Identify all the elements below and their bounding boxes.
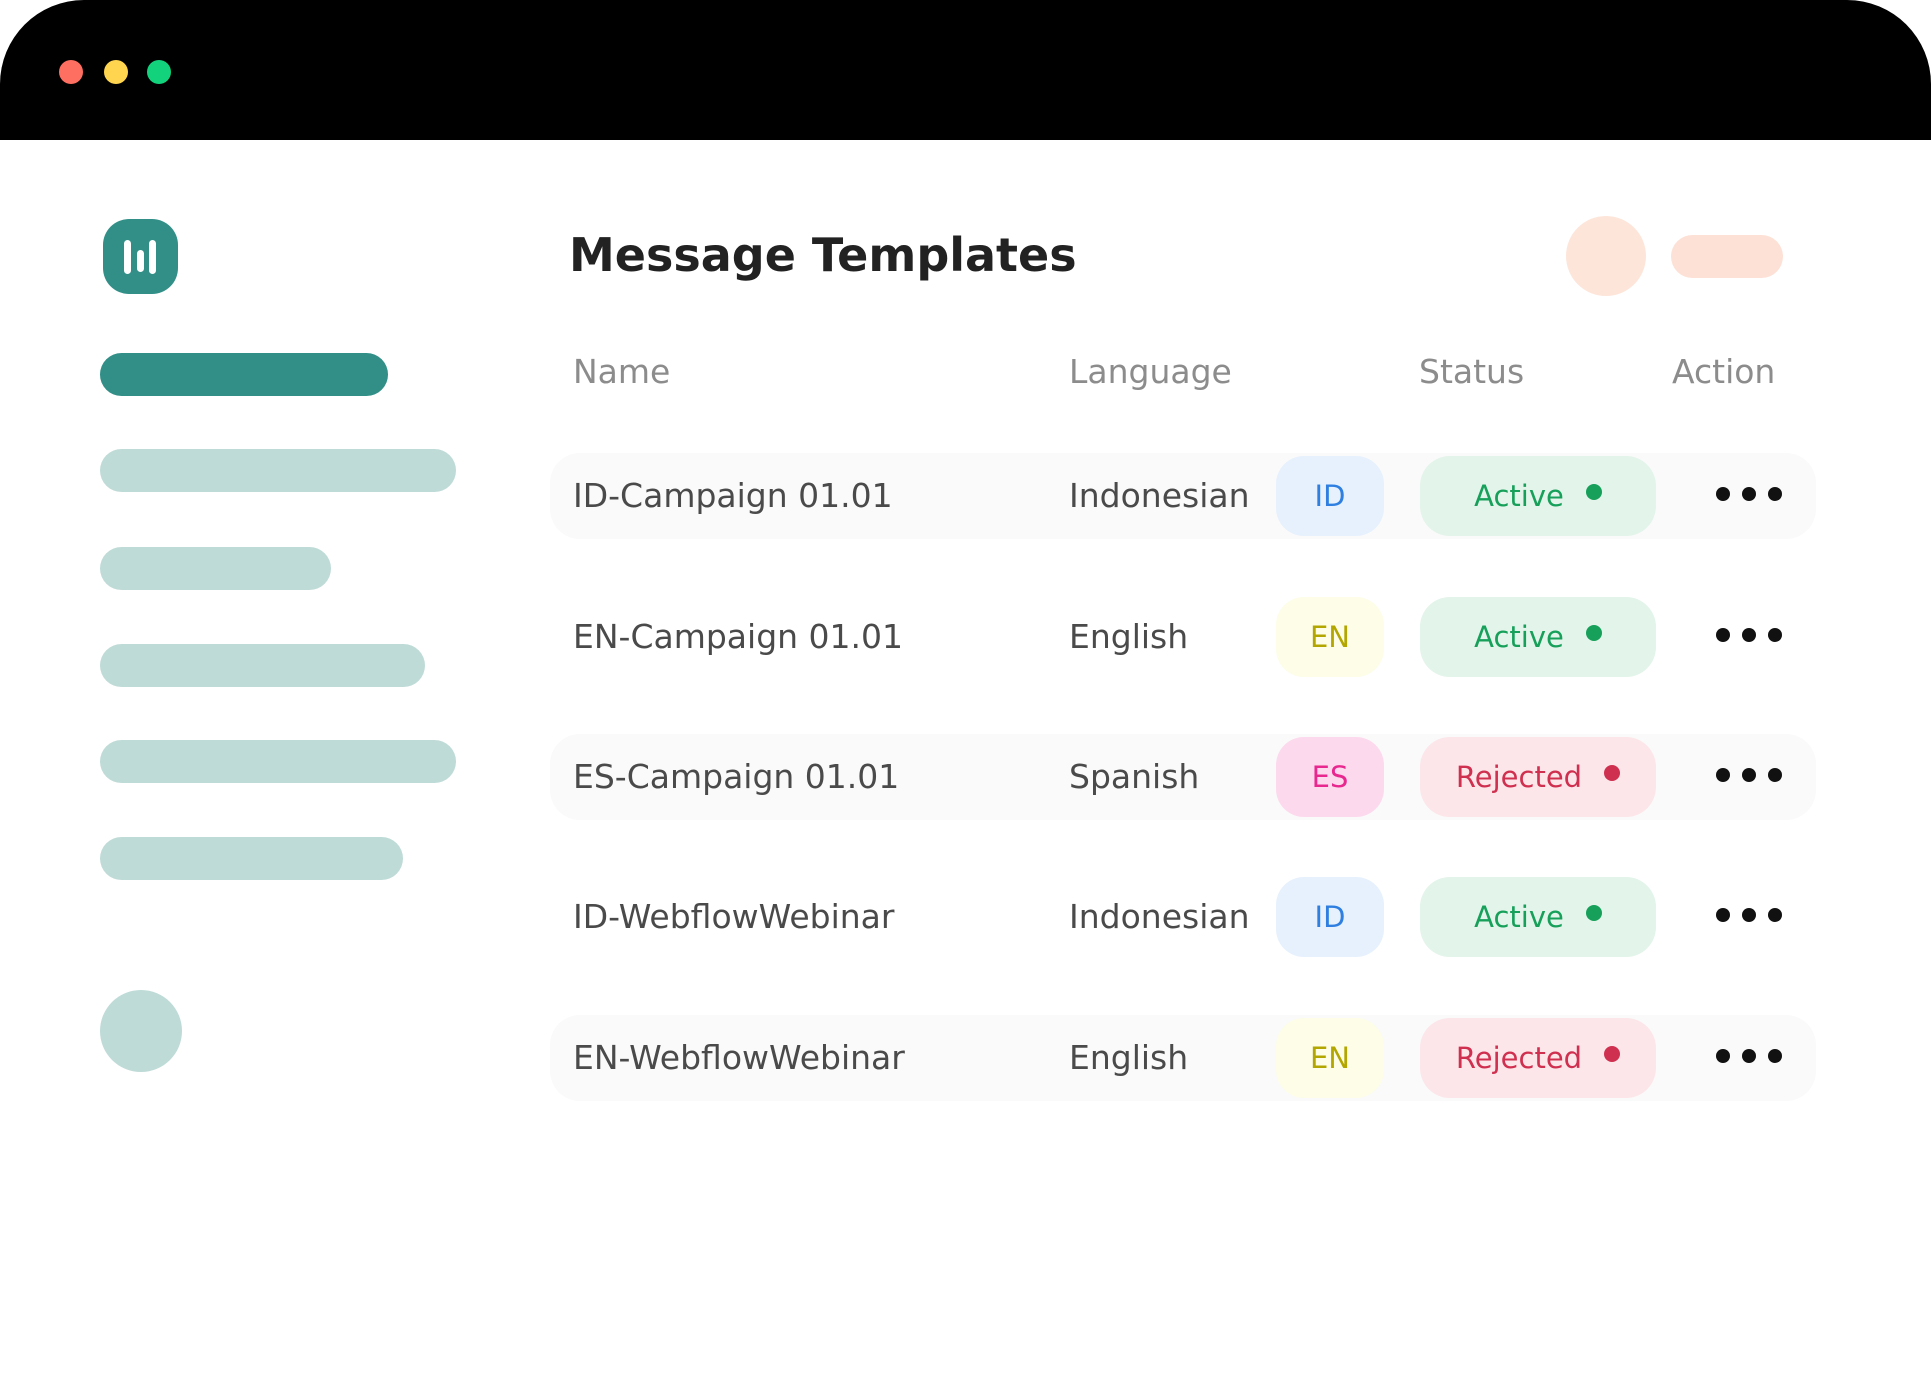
status-dot-icon	[1585, 625, 1602, 641]
language-code-badge: EN	[1276, 1018, 1384, 1098]
window-titlebar	[0, 0, 1931, 140]
template-name: ES-Campaign 01.01	[573, 757, 900, 796]
maximize-window-button[interactable]	[147, 60, 171, 84]
template-name: ID-WebflowWebinar	[573, 897, 895, 936]
logo-bar-icon	[149, 240, 156, 274]
column-header-action: Action	[1672, 352, 1776, 391]
language-name: English	[1069, 1038, 1189, 1077]
more-actions-icon[interactable]	[1716, 768, 1782, 784]
logo-bar-icon	[124, 240, 131, 274]
app-logo[interactable]	[103, 219, 178, 294]
language-name: Spanish	[1069, 757, 1200, 796]
column-header-language: Language	[1069, 352, 1232, 391]
status-badge: Active	[1420, 877, 1656, 957]
more-actions-icon[interactable]	[1716, 487, 1782, 503]
status-label: Active	[1474, 479, 1564, 513]
minimize-window-button[interactable]	[104, 60, 128, 84]
more-actions-icon[interactable]	[1716, 1049, 1782, 1065]
logo-bar-icon	[137, 250, 144, 272]
table-row[interactable]: EN-WebflowWebinar English EN Rejected	[550, 1015, 1816, 1101]
language-code-badge: ES	[1276, 737, 1384, 817]
column-header-status: Status	[1419, 352, 1525, 391]
status-dot-icon	[1585, 484, 1602, 500]
status-badge: Active	[1420, 597, 1656, 677]
language-code-badge: EN	[1276, 597, 1384, 677]
table-row[interactable]: EN-Campaign 01.01 English EN Active	[550, 594, 1816, 680]
column-header-name: Name	[573, 352, 671, 391]
sidebar-item[interactable]	[100, 644, 425, 687]
status-label: Active	[1474, 900, 1564, 934]
user-avatar[interactable]	[100, 990, 182, 1072]
language-code-badge: ID	[1276, 877, 1384, 957]
table-row[interactable]: ES-Campaign 01.01 Spanish ES Rejected	[550, 734, 1816, 820]
sidebar-item[interactable]	[100, 547, 331, 590]
template-name: EN-WebflowWebinar	[573, 1038, 905, 1077]
table-row[interactable]: ID-Campaign 01.01 Indonesian ID Active	[550, 453, 1816, 539]
page-title: Message Templates	[569, 228, 1077, 282]
table-row[interactable]: ID-WebflowWebinar Indonesian ID Active	[550, 874, 1816, 960]
language-name: Indonesian	[1069, 476, 1250, 515]
sidebar-item[interactable]	[100, 449, 456, 492]
status-badge: Rejected	[1420, 737, 1656, 817]
header-action-button[interactable]	[1671, 235, 1783, 278]
status-badge: Rejected	[1420, 1018, 1656, 1098]
more-actions-icon[interactable]	[1716, 628, 1782, 644]
status-label: Rejected	[1455, 1041, 1583, 1075]
status-dot-icon	[1585, 905, 1602, 921]
language-name: Indonesian	[1069, 897, 1250, 936]
close-window-button[interactable]	[59, 60, 83, 84]
status-dot-icon	[1604, 1046, 1621, 1062]
more-actions-icon[interactable]	[1716, 908, 1782, 924]
status-label: Rejected	[1455, 760, 1583, 794]
status-label: Active	[1474, 620, 1564, 654]
template-name: EN-Campaign 01.01	[573, 617, 904, 656]
status-dot-icon	[1604, 765, 1621, 781]
sidebar-item[interactable]	[100, 837, 403, 880]
status-badge: Active	[1420, 456, 1656, 536]
template-name: ID-Campaign 01.01	[573, 476, 893, 515]
sidebar-item[interactable]	[100, 740, 456, 783]
language-code-badge: ID	[1276, 456, 1384, 536]
sidebar-item-active[interactable]	[100, 353, 388, 396]
language-name: English	[1069, 617, 1189, 656]
profile-avatar[interactable]	[1566, 216, 1646, 296]
